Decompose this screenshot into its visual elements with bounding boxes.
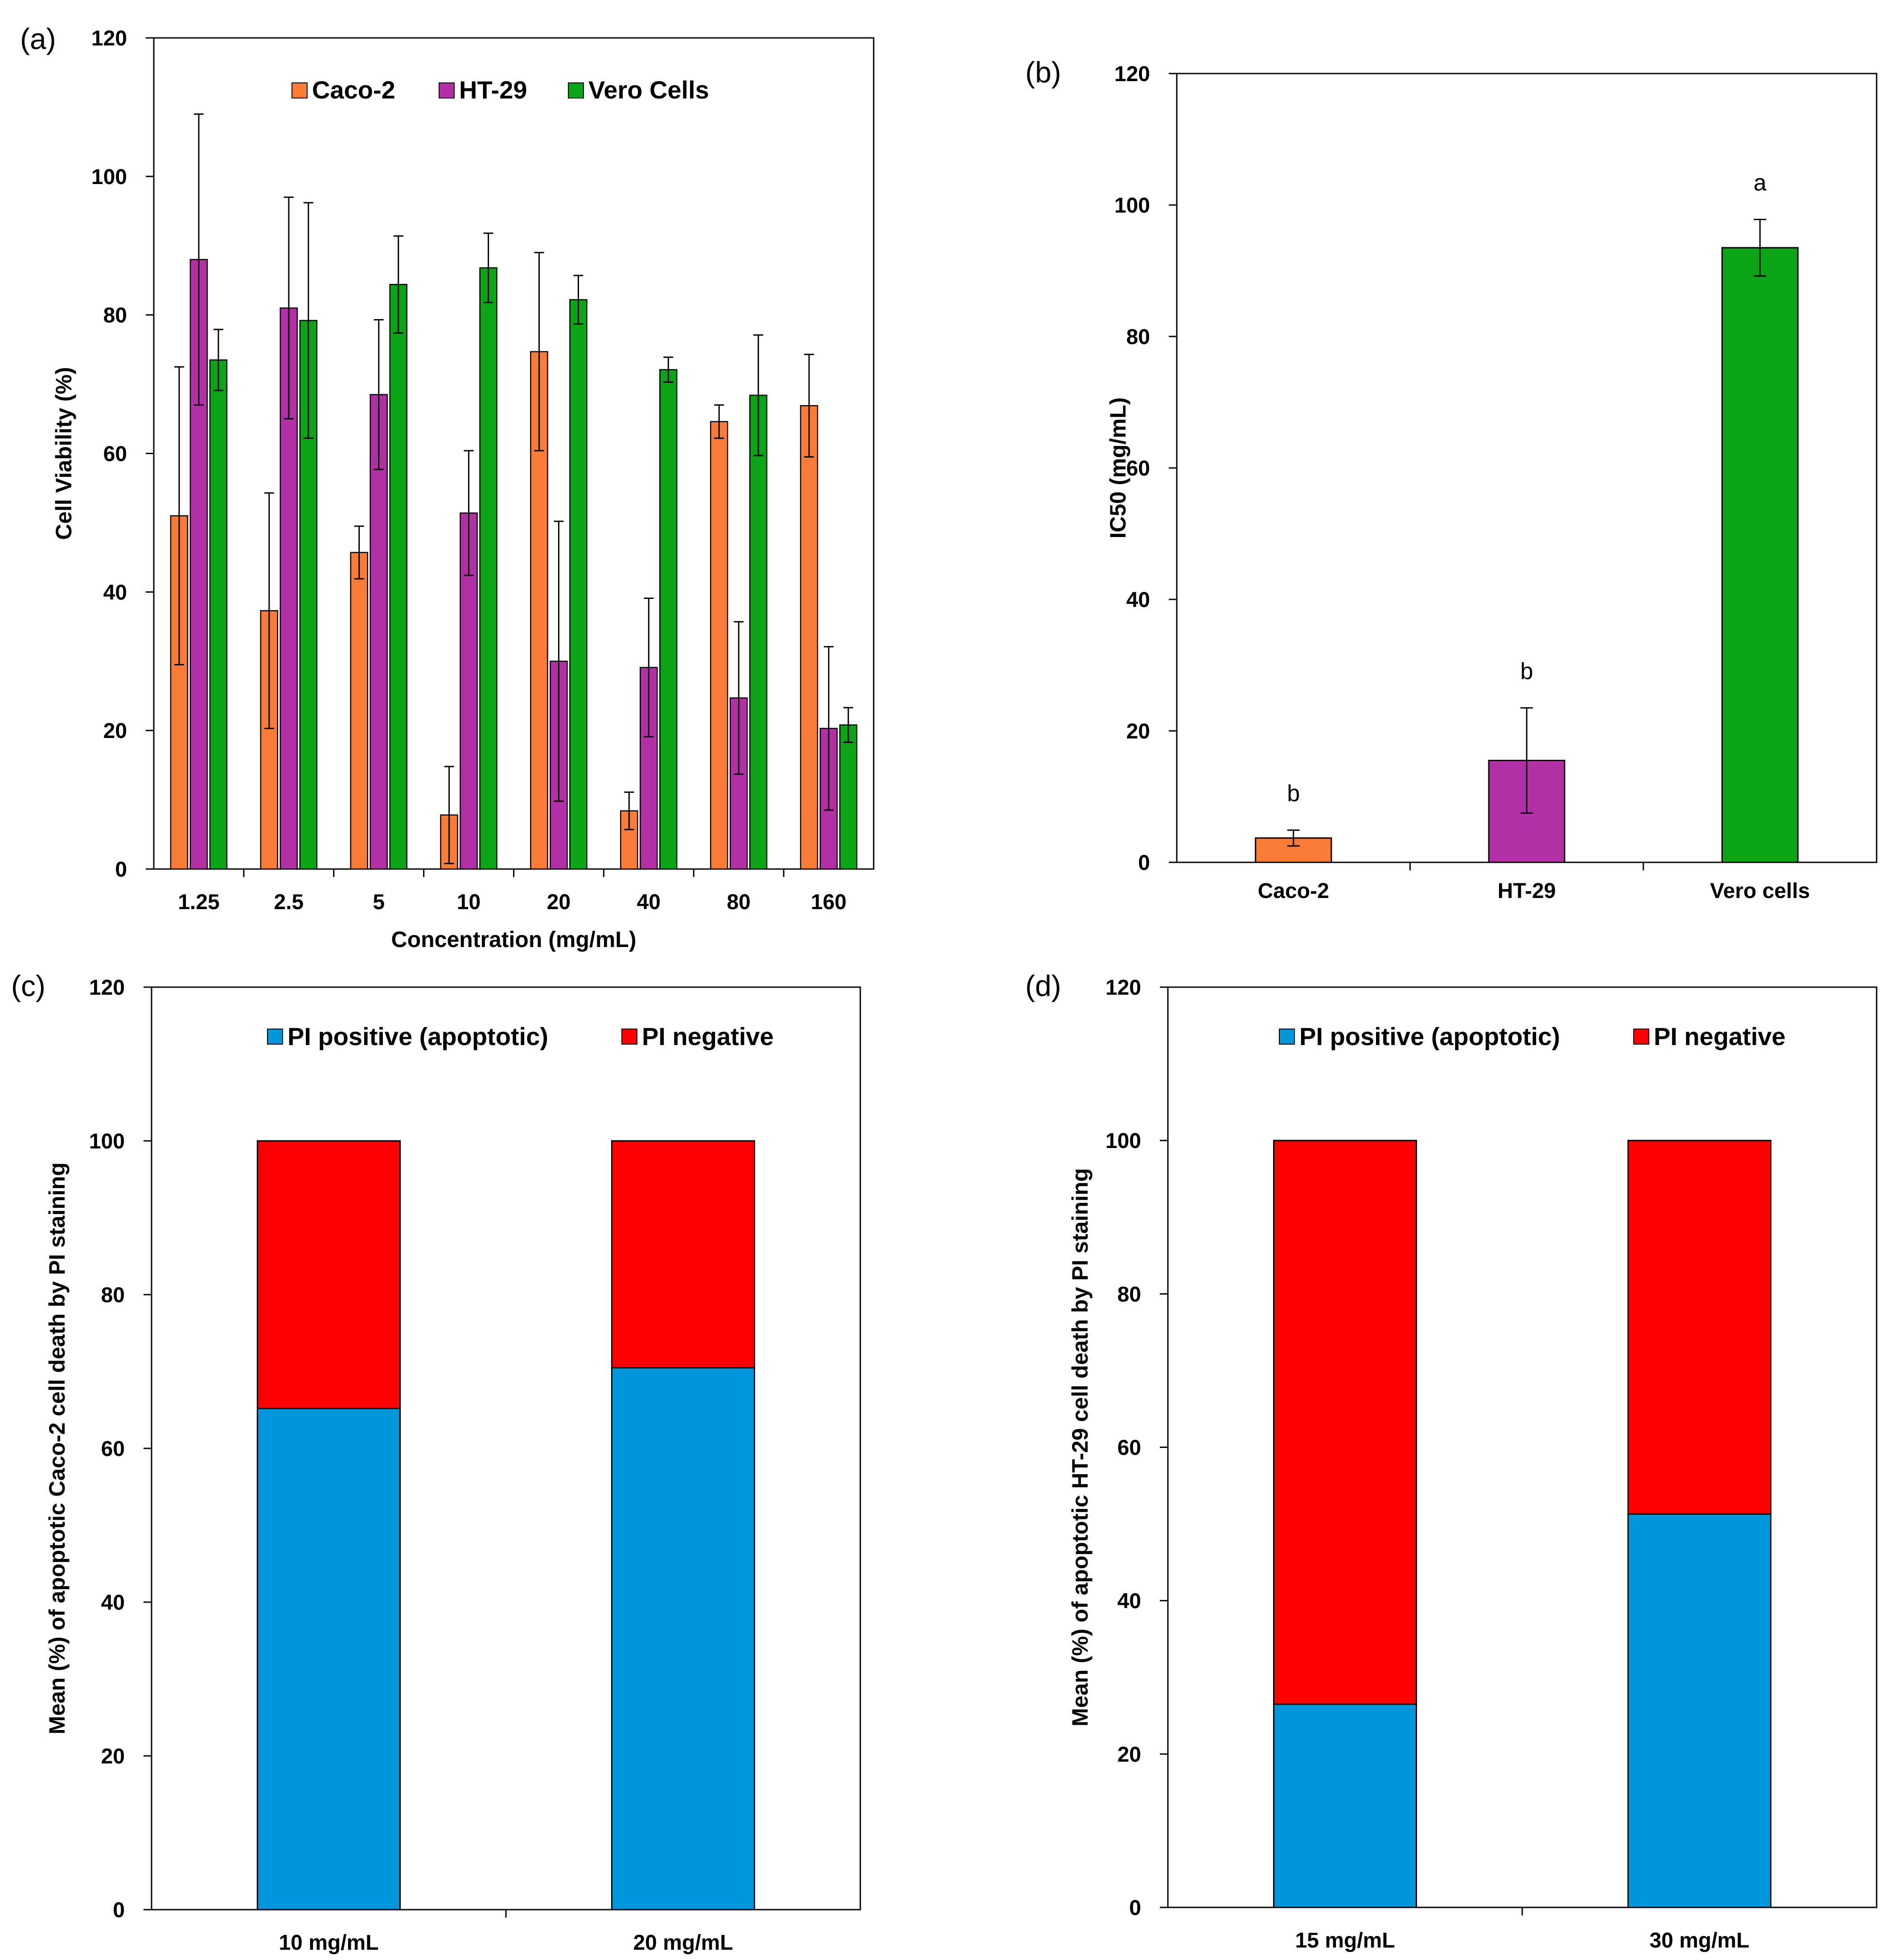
legend-swatch-vero-cells	[568, 82, 584, 98]
y-tick-label: 80	[103, 304, 127, 328]
legend-swatch-ht-29	[439, 82, 455, 98]
legend-label: PI negative	[642, 1022, 774, 1050]
bar-vero-cells-10	[479, 267, 497, 870]
bar-vero-cells-1.25	[209, 359, 228, 870]
legend-swatch-caco-2	[292, 82, 308, 98]
y-tick-label: 0	[115, 858, 127, 882]
x-tick-label: 2.5	[274, 890, 304, 914]
bar-ic50-vero-cells	[1721, 247, 1799, 863]
y-axis-title: Mean (%) of apoptotic HT-29 cell death b…	[1068, 1168, 1093, 1726]
bar-ht-29-5	[370, 394, 388, 870]
x-tick-label: 30 mg/mL	[1649, 1929, 1749, 1952]
bar-caco-2-5	[350, 552, 368, 870]
x-tick-label: 15 mg/mL	[1295, 1929, 1395, 1952]
x-tick-label: 160	[811, 890, 846, 914]
y-tick-label: 40	[1118, 1590, 1141, 1613]
bar-vero-cells-40	[659, 369, 678, 870]
y-tick-label: 60	[103, 443, 127, 466]
bar-vero-cells-20	[569, 299, 588, 870]
y-tick-label: 20	[1118, 1743, 1141, 1767]
panel-a-cell-viability-chart: 0 20 40 60 80 100 120 Cell Viability (%) (a) 1.25…	[20, 22, 875, 952]
x-axis-title: Concentration (mg/mL)	[391, 927, 637, 952]
y-tick-label: 100	[91, 165, 127, 189]
x-tick-label: 80	[727, 890, 750, 914]
y-tick-label: 40	[1126, 588, 1150, 612]
legend-swatch-pi-negative	[1633, 1029, 1649, 1045]
y-tick-label: 120	[1114, 62, 1150, 86]
legend-swatch-pi-positive	[267, 1029, 283, 1045]
y-tick-label: 60	[1118, 1436, 1141, 1460]
y-tick-label: 20	[1126, 720, 1150, 743]
legend-label: Caco-2	[312, 76, 395, 104]
y-tick-label: 20	[103, 719, 127, 743]
bar-vero-cells-80	[749, 394, 768, 870]
x-tick-label: 1.25	[178, 890, 219, 914]
stacked-bar-pi-negative-10-mg/ml	[257, 1140, 401, 1409]
y-tick-label: 40	[101, 1591, 125, 1615]
y-tick-label: 20	[101, 1745, 125, 1768]
stacked-bar-pi-negative-20-mg/ml	[611, 1140, 755, 1369]
legend-swatch-pi-negative	[621, 1029, 637, 1045]
bar-vero-cells-160	[839, 724, 858, 870]
stacked-bar-pi-positive-30-mg/ml	[1627, 1513, 1771, 1908]
y-tick-label: 120	[1105, 976, 1141, 1000]
stacked-bar-pi-positive-10-mg/ml	[257, 1407, 401, 1911]
x-tick-label: 10	[457, 890, 481, 914]
legend-label: Vero Cells	[588, 76, 709, 104]
y-tick-label: 100	[1105, 1129, 1141, 1153]
panel-b-ic50-chart: 0 20 40 60 80 100 120 IC50 (mg/mL) (b) b Caco-2 b HT…	[1025, 56, 1878, 903]
stacked-bar-pi-positive-20-mg/ml	[611, 1367, 755, 1911]
y-tick-label: 100	[89, 1130, 125, 1153]
significance-letter: a	[1754, 170, 1767, 196]
panel-d-ht29-pi-staining-chart: 0 20 40 60 80 100 120 Mean (%) of apoptotic HT-…	[1025, 969, 1878, 1952]
y-tick-label: 60	[101, 1437, 125, 1461]
y-tick-label: 0	[113, 1898, 125, 1922]
x-tick-label: 20	[547, 890, 571, 914]
y-tick-label: 80	[1118, 1283, 1141, 1306]
y-tick-label: 60	[1126, 457, 1150, 480]
panel-label: (c)	[11, 969, 45, 1002]
y-axis-title: Cell Viability (%)	[51, 367, 76, 540]
panel-label: (b)	[1025, 56, 1061, 89]
x-tick-label: 10 mg/mL	[279, 1931, 378, 1955]
bar-vero-cells-5	[389, 284, 407, 870]
significance-letter: b	[1520, 658, 1533, 684]
legend-label: PI positive (apoptotic)	[1299, 1022, 1560, 1050]
legend-label: HT-29	[459, 76, 527, 104]
stacked-bar-pi-negative-30-mg/ml	[1627, 1140, 1771, 1515]
y-tick-label: 0	[1138, 851, 1150, 875]
significance-letter: b	[1287, 781, 1300, 807]
x-tick-label: 40	[637, 890, 661, 914]
y-axis-title: Mean (%) of apoptotic Caco-2 cell death …	[45, 1162, 70, 1734]
panel-label: (a)	[20, 22, 56, 55]
panel-label: (d)	[1025, 969, 1061, 1002]
x-tick-label: Vero cells	[1710, 879, 1810, 903]
x-tick-label: HT-29	[1498, 879, 1556, 903]
x-tick-label: Caco-2	[1258, 879, 1329, 903]
y-tick-label: 80	[1126, 325, 1150, 349]
stacked-bar-pi-positive-15-mg/ml	[1273, 1703, 1417, 1908]
x-tick-label: 20 mg/mL	[633, 1931, 733, 1955]
x-tick-label: 5	[373, 890, 385, 914]
panel-c-caco2-pi-staining-chart: 0 20 40 60 80 100 120 Mean (%) of apoptotic Cac…	[11, 969, 861, 1955]
bar-caco-2-80	[710, 421, 728, 870]
stacked-bar-pi-negative-15-mg/ml	[1273, 1140, 1417, 1705]
legend-label: PI positive (apoptotic)	[288, 1022, 548, 1050]
y-tick-label: 0	[1129, 1896, 1141, 1920]
bar-caco-2-160	[800, 405, 818, 870]
y-tick-label: 120	[91, 27, 127, 50]
legend-swatch-pi-positive	[1279, 1029, 1295, 1045]
y-tick-label: 100	[1114, 194, 1150, 217]
y-tick-label: 40	[103, 581, 127, 604]
y-tick-label: 80	[101, 1283, 125, 1307]
y-axis-title: IC50 (mg/mL)	[1105, 398, 1130, 539]
legend-label: PI negative	[1654, 1022, 1786, 1050]
y-tick-label: 120	[89, 976, 125, 1000]
